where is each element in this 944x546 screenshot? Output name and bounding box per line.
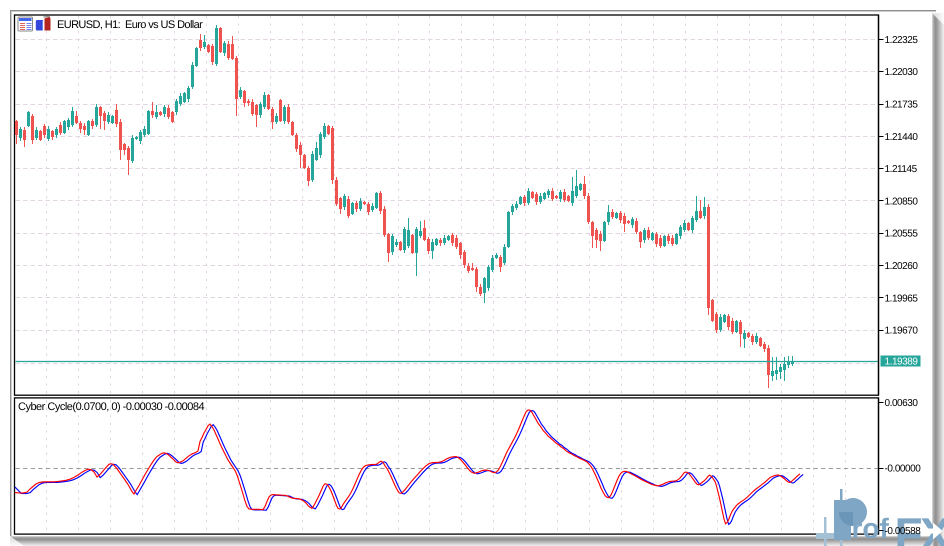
svg-text:Cyber Cycle(0.0700, 0) -0.0003: Cyber Cycle(0.0700, 0) -0.00030 -0.00084 — [18, 401, 204, 413]
svg-text:-0.00588: -0.00588 — [885, 526, 922, 537]
svg-text:1.22030: 1.22030 — [885, 67, 919, 78]
svg-text:-0.00000: -0.00000 — [885, 464, 922, 475]
svg-text:1.22325: 1.22325 — [885, 35, 919, 46]
svg-text:EURUSD, H1: Euro vs US Dollar: EURUSD, H1: Euro vs US Dollar — [57, 19, 203, 31]
svg-text:F: F — [895, 508, 923, 546]
svg-text:1.19670: 1.19670 — [885, 326, 919, 337]
svg-text:1.20260: 1.20260 — [885, 261, 919, 272]
svg-text:0.00630: 0.00630 — [885, 398, 919, 409]
svg-text:1.19389: 1.19389 — [885, 356, 919, 367]
svg-text:rof: rof — [852, 513, 890, 544]
svg-text:1.21440: 1.21440 — [885, 132, 919, 143]
svg-text:1.21145: 1.21145 — [885, 164, 918, 175]
svg-text:1.21735: 1.21735 — [885, 100, 919, 111]
svg-text:X: X — [920, 508, 944, 546]
svg-text:1.19965: 1.19965 — [885, 293, 919, 304]
svg-text:1.20850: 1.20850 — [885, 196, 919, 207]
svg-text:1.20555: 1.20555 — [885, 229, 919, 240]
